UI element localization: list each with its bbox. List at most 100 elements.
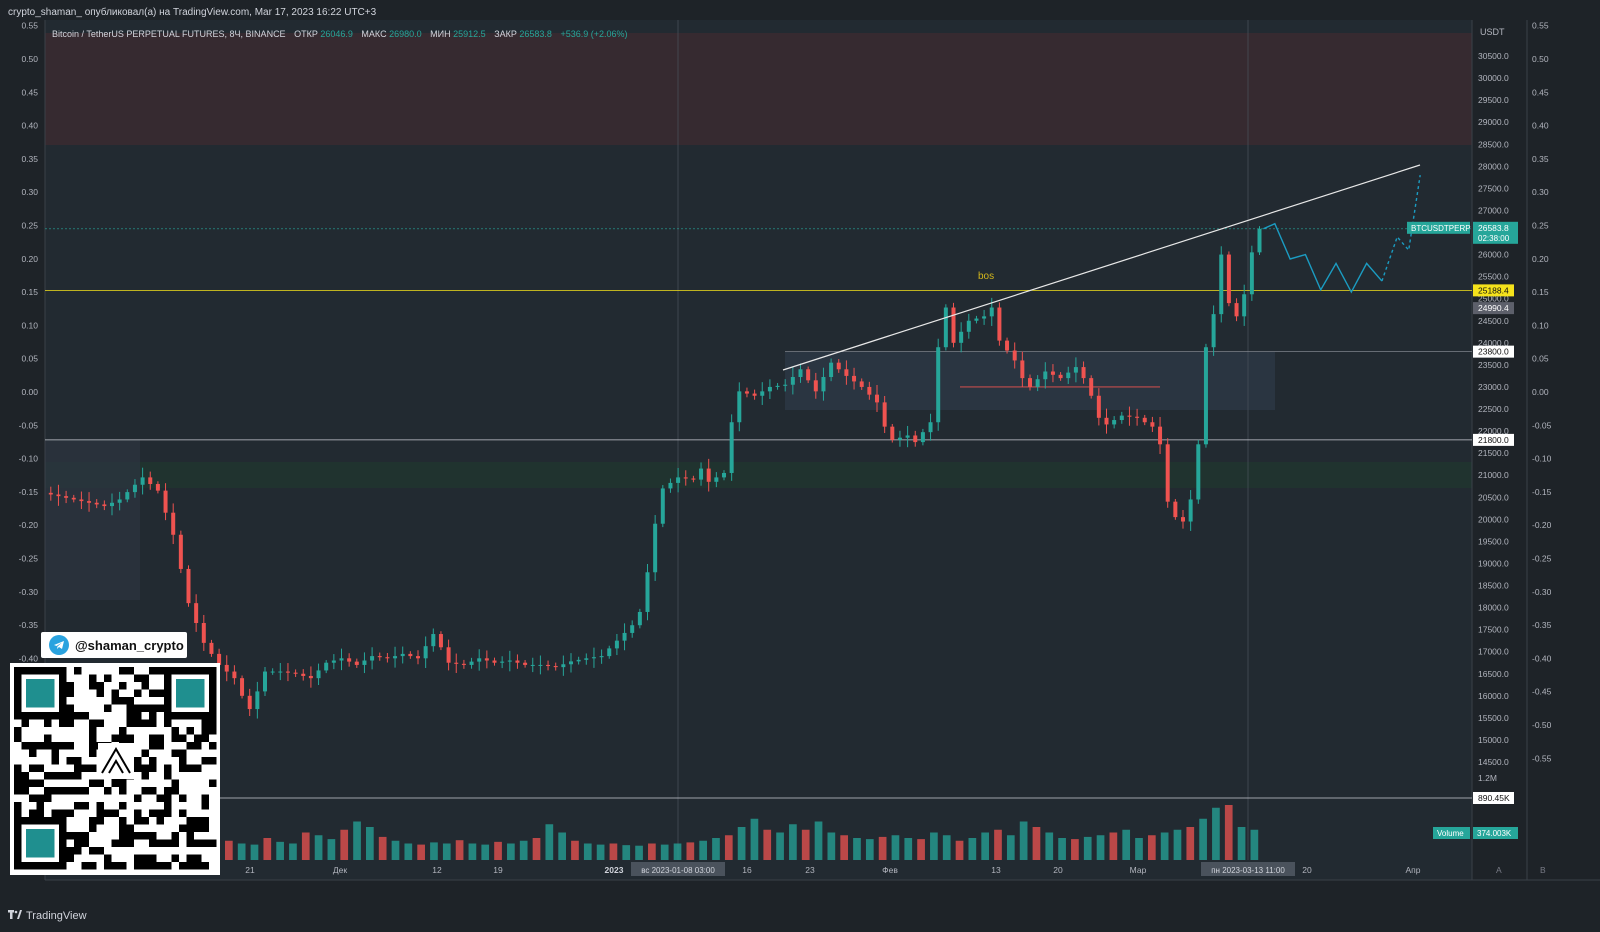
volume-tick: 1.2M [1478, 773, 1497, 783]
candle-body [1005, 340, 1010, 351]
volume-bar [724, 835, 733, 860]
projection-path-dashed[interactable] [1381, 175, 1421, 282]
qr-module [66, 787, 74, 795]
volume-bar [340, 829, 349, 860]
qr-module [164, 862, 172, 870]
volume-bar [417, 844, 425, 860]
qr-module [66, 847, 74, 855]
qr-logo-icon [101, 747, 131, 774]
volume-level-tag: 890.45K [1478, 793, 1510, 803]
qr-module [186, 742, 194, 750]
qr-module [126, 839, 134, 847]
qr-module [51, 809, 59, 817]
qr-module [96, 809, 104, 817]
candle-body [370, 656, 375, 661]
qr-module [141, 862, 149, 870]
legend-high-label: МАКС [361, 29, 387, 39]
qr-module [156, 839, 164, 847]
axis-corner-b[interactable]: B [1540, 865, 1546, 875]
price-tick: 27500.0 [1478, 183, 1509, 193]
qr-module [74, 847, 82, 855]
qr-module [186, 764, 194, 772]
volume-bar [994, 829, 1002, 860]
qr-module [74, 787, 82, 795]
qr-module [36, 794, 44, 802]
qr-module [36, 779, 44, 787]
qr-module [156, 794, 164, 802]
legend-open-value: 26046.9 [320, 29, 353, 39]
volume-bar [1096, 835, 1105, 860]
candle-body [431, 634, 436, 647]
footer-brand[interactable]: TradingView [8, 910, 87, 922]
telegram-badge[interactable]: @shaman_crypto [41, 632, 187, 658]
osc-tick-right: -0.10 [1532, 454, 1552, 464]
volume-bar [1109, 832, 1118, 860]
candle-body [500, 661, 505, 663]
candle-body [729, 422, 734, 473]
osc-tick-right: -0.15 [1532, 487, 1552, 497]
volume-bar [1186, 827, 1195, 860]
trendline[interactable] [782, 164, 1421, 371]
osc-tick-left: -0.25 [19, 554, 39, 564]
qr-module [156, 667, 164, 675]
volume-bar [455, 840, 464, 860]
legend: Bitcoin / TetherUS PERPETUAL FUTURES, 8Ч… [52, 29, 628, 39]
osc-tick-left: 0.30 [21, 187, 38, 197]
qr-module [81, 802, 89, 810]
price-tick: 19500.0 [1478, 536, 1509, 546]
candle-body [278, 671, 283, 673]
candle-body [48, 492, 53, 495]
qr-module [104, 704, 112, 712]
volume-bar [968, 838, 977, 860]
qr-module [134, 712, 142, 720]
qr-module [141, 704, 149, 712]
volume-bar [1019, 821, 1028, 860]
osc-tick-right: -0.40 [1532, 653, 1552, 663]
osc-tick-left: 0.45 [21, 87, 38, 97]
current-price-tag-bg [1473, 221, 1518, 244]
qr-module [179, 824, 187, 832]
candle-body [385, 657, 390, 659]
osc-tick-right: -0.20 [1532, 520, 1552, 530]
candle-body [1012, 350, 1017, 361]
projection-path[interactable] [1263, 222, 1383, 294]
axis-corner-a[interactable]: A [1496, 865, 1502, 875]
volume-bar [648, 843, 656, 860]
candle-body [446, 647, 451, 663]
candle-body [393, 656, 398, 659]
qr-module [89, 727, 97, 735]
candle-body [653, 523, 658, 573]
volume-bar [699, 840, 707, 860]
time-tick: Мар [1130, 865, 1147, 875]
osc-axis: 0.55 0.50 0.45 0.40 0.35 0.30 0.25 0.20 0.15 0.10… [1532, 21, 1552, 764]
volume-bar [571, 840, 579, 860]
volume-bar [532, 838, 541, 860]
volume-bar [776, 832, 784, 860]
volume-bar [391, 840, 400, 860]
volume-bar [1224, 805, 1233, 860]
qr-module [119, 862, 127, 870]
qr-module [194, 854, 202, 862]
candle-body [523, 662, 528, 665]
qr-module [74, 839, 82, 847]
osc-tick-right: -0.35 [1532, 620, 1552, 630]
candle-body [859, 381, 864, 387]
qr-module [164, 764, 172, 772]
qr-module [186, 854, 194, 862]
osc-tick-left: 0.15 [21, 287, 38, 297]
qr-module [186, 839, 194, 847]
candle-body [1219, 254, 1224, 315]
qr-module [201, 727, 209, 735]
qr-module [44, 787, 52, 795]
time-tick: 20 [1053, 865, 1063, 875]
osc-tick-left: 0.50 [21, 54, 38, 64]
qr-module [149, 757, 157, 765]
candle-body [171, 512, 176, 535]
price-tick: 15500.0 [1478, 713, 1509, 723]
volume-bar [737, 827, 746, 860]
qr-module [186, 832, 194, 840]
candle-body [813, 380, 818, 392]
price-tick: 25500.0 [1478, 272, 1509, 282]
